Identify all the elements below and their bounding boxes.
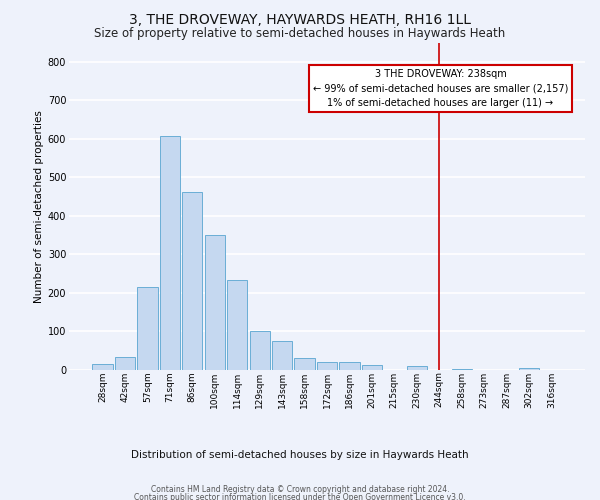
- Bar: [137, 287, 158, 370]
- Y-axis label: Number of semi-detached properties: Number of semi-detached properties: [34, 110, 44, 302]
- Bar: [519, 368, 539, 370]
- Bar: [407, 366, 427, 370]
- Bar: [205, 235, 225, 370]
- Bar: [250, 330, 270, 370]
- Bar: [340, 362, 359, 370]
- Text: Contains HM Land Registry data © Crown copyright and database right 2024.: Contains HM Land Registry data © Crown c…: [151, 485, 449, 494]
- Bar: [160, 136, 180, 370]
- Bar: [272, 340, 292, 370]
- Bar: [182, 192, 202, 370]
- Bar: [92, 364, 113, 370]
- Bar: [362, 366, 382, 370]
- Bar: [115, 356, 135, 370]
- Bar: [317, 362, 337, 370]
- Text: Size of property relative to semi-detached houses in Haywards Heath: Size of property relative to semi-detach…: [94, 28, 506, 40]
- Bar: [227, 280, 247, 370]
- Text: Contains public sector information licensed under the Open Government Licence v3: Contains public sector information licen…: [134, 494, 466, 500]
- Bar: [452, 369, 472, 370]
- Bar: [295, 358, 314, 370]
- Text: Distribution of semi-detached houses by size in Haywards Heath: Distribution of semi-detached houses by …: [131, 450, 469, 460]
- Text: 3 THE DROVEWAY: 238sqm
← 99% of semi-detached houses are smaller (2,157)
1% of s: 3 THE DROVEWAY: 238sqm ← 99% of semi-det…: [313, 68, 568, 108]
- Text: 3, THE DROVEWAY, HAYWARDS HEATH, RH16 1LL: 3, THE DROVEWAY, HAYWARDS HEATH, RH16 1L…: [129, 12, 471, 26]
